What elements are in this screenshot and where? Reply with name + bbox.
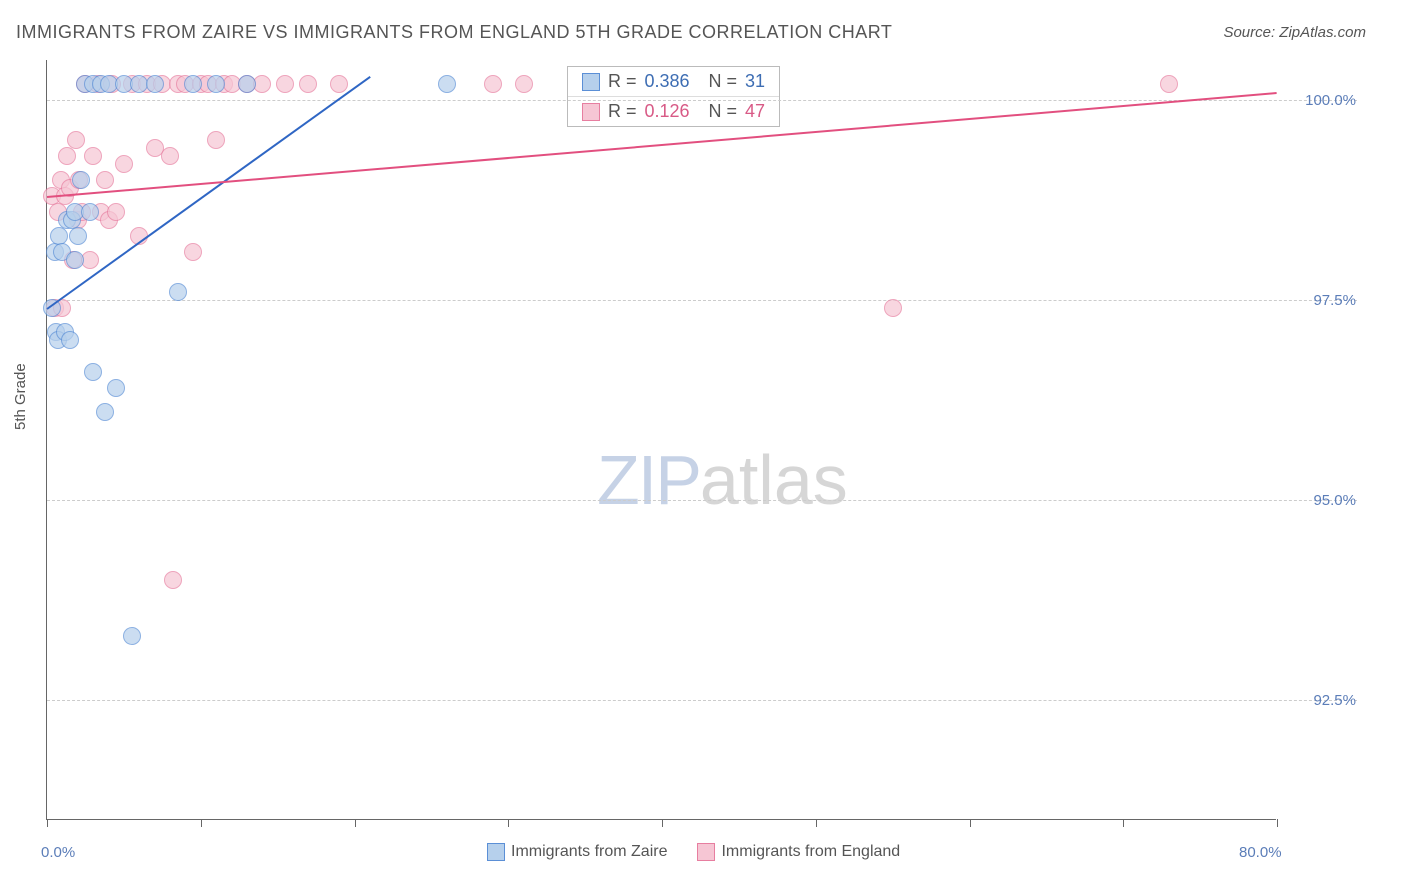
r-value: 0.386 (645, 71, 701, 92)
legend-swatch-icon (582, 73, 600, 91)
watermark-atlas: atlas (700, 441, 848, 519)
stats-row-england: R = 0.126 N = 47 (568, 97, 779, 126)
data-point-england (276, 75, 294, 93)
data-point-zaire (96, 403, 114, 421)
data-point-england (484, 75, 502, 93)
legend-item-england: Immigrants from England (697, 843, 900, 861)
data-point-england (515, 75, 533, 93)
watermark-zip: ZIP (597, 441, 700, 519)
n-value: 31 (745, 71, 765, 92)
plot-area: ZIPatlas R =0.386N =31R =0.126N =47 100.… (46, 60, 1276, 820)
data-point-england (84, 147, 102, 165)
x-tick-mark (970, 819, 971, 827)
data-point-england (81, 251, 99, 269)
data-point-england (58, 147, 76, 165)
n-label: N = (709, 101, 738, 122)
data-point-england (67, 131, 85, 149)
data-point-england (96, 171, 114, 189)
data-point-zaire (69, 227, 87, 245)
x-tick-mark (816, 819, 817, 827)
y-tick-label: 92.5% (1313, 692, 1356, 709)
data-point-zaire (169, 283, 187, 301)
n-value: 47 (745, 101, 765, 122)
watermark: ZIPatlas (597, 440, 848, 520)
stats-row-zaire: R = 0.386 N = 31 (568, 67, 779, 97)
chart-title: IMMIGRANTS FROM ZAIRE VS IMMIGRANTS FROM… (16, 22, 892, 43)
data-point-zaire (84, 363, 102, 381)
data-point-england (299, 75, 317, 93)
legend-swatch-icon (582, 103, 600, 121)
data-point-zaire (66, 251, 84, 269)
x-tick-label: 0.0% (41, 844, 75, 861)
data-point-england (330, 75, 348, 93)
data-point-england (1160, 75, 1178, 93)
x-tick-mark (1277, 819, 1278, 827)
data-point-zaire (238, 75, 256, 93)
data-point-england (253, 75, 271, 93)
y-axis-label: 5th Grade (12, 363, 29, 430)
x-tick-mark (1123, 819, 1124, 827)
data-point-zaire (72, 171, 90, 189)
x-tick-mark (662, 819, 663, 827)
r-value: 0.126 (645, 101, 701, 122)
n-label: N = (709, 71, 738, 92)
legend-item-zaire: Immigrants from Zaire (487, 843, 667, 861)
gridline (47, 700, 1357, 701)
y-tick-label: 97.5% (1313, 292, 1356, 309)
data-point-zaire (207, 75, 225, 93)
series-legend: Immigrants from Zaire Immigrants from Eng… (487, 843, 900, 861)
data-point-england (161, 147, 179, 165)
data-point-zaire (61, 331, 79, 349)
x-tick-mark (201, 819, 202, 827)
data-point-england (207, 131, 225, 149)
data-point-england (107, 203, 125, 221)
gridline (47, 300, 1357, 301)
data-point-england (115, 155, 133, 173)
r-label: R = (608, 71, 637, 92)
data-point-zaire (438, 75, 456, 93)
source-credit: Source: ZipAtlas.com (1223, 24, 1366, 41)
data-point-zaire (107, 379, 125, 397)
data-point-zaire (81, 203, 99, 221)
x-tick-mark (47, 819, 48, 827)
x-tick-mark (508, 819, 509, 827)
y-tick-label: 100.0% (1305, 92, 1356, 109)
legend-swatch-icon (697, 843, 715, 861)
data-point-zaire (184, 75, 202, 93)
data-point-england (164, 571, 182, 589)
data-point-zaire (123, 627, 141, 645)
r-label: R = (608, 101, 637, 122)
legend-label: Immigrants from Zaire (511, 843, 667, 861)
legend-swatch-icon (487, 843, 505, 861)
y-tick-label: 95.0% (1313, 492, 1356, 509)
gridline (47, 500, 1357, 501)
x-tick-mark (355, 819, 356, 827)
stats-legend: R = 0.386 N = 31 R = 0.126 N = 47 (567, 66, 780, 127)
correlation-chart: ZIPatlas R = 0.386 N = 31 R = 0.126 N = 47 100.… (46, 60, 1366, 820)
data-point-zaire (146, 75, 164, 93)
data-point-england (184, 243, 202, 261)
legend-label: Immigrants from England (721, 843, 900, 861)
data-point-england (884, 299, 902, 317)
x-tick-label: 80.0% (1239, 844, 1282, 861)
